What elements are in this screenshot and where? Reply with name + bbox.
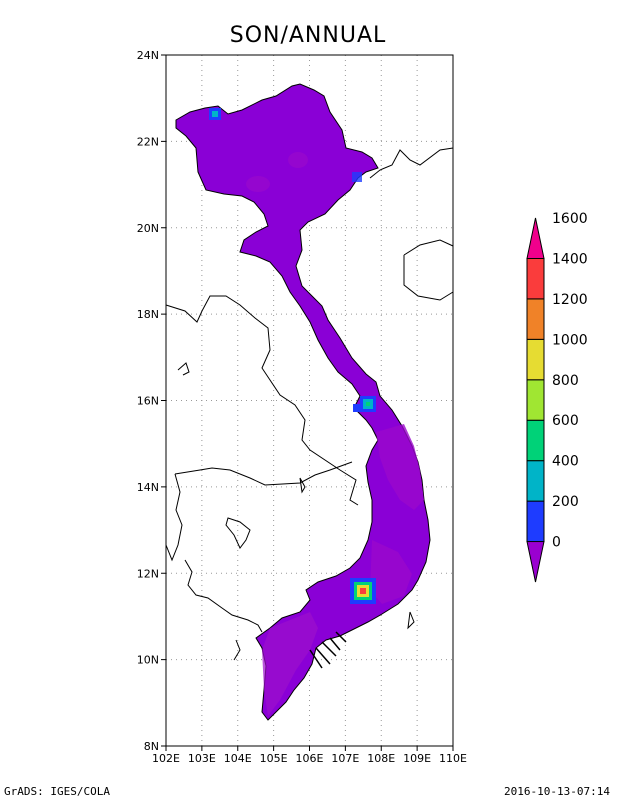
colorbar-segment xyxy=(526,217,545,259)
vietnam-land xyxy=(175,83,431,721)
northern-zone xyxy=(288,152,308,168)
colorbar-segment xyxy=(526,379,545,421)
colorbar-label: 1000 xyxy=(552,332,588,348)
lon-tick-label: 107E xyxy=(331,752,359,765)
lat-tick-label: 20N xyxy=(137,222,159,235)
lat-tick-label: 8N xyxy=(144,740,159,753)
longitude-axis: 102E 103E 104E 105E 106E 107E 108E 109E 110E xyxy=(152,746,467,765)
latitude-axis: 24N 22N 20N 18N 16N 14N 12N 10N 8N xyxy=(137,49,166,753)
hotspot-south xyxy=(350,578,376,604)
neighbor-borders xyxy=(165,147,454,661)
colorbar-label: 1200 xyxy=(552,292,588,308)
hotspot-northwest xyxy=(209,108,221,120)
lat-tick-label: 12N xyxy=(137,567,159,580)
footer-timestamp: 2016-10-13-07:14 xyxy=(504,785,610,798)
map-frame xyxy=(165,54,454,747)
colorbar-label: 0 xyxy=(552,535,561,551)
lat-tick-label: 10N xyxy=(137,654,159,667)
map-title: SON/ANNUAL xyxy=(230,23,387,48)
colorbar-segment xyxy=(526,419,545,462)
delta-channels xyxy=(309,631,347,669)
colorbar-segment xyxy=(526,460,545,502)
lon-tick-label: 110E xyxy=(439,752,467,765)
colorbar-segment xyxy=(526,541,545,583)
central-highlands-zone xyxy=(376,424,424,510)
lon-tick-label: 105E xyxy=(260,752,288,765)
lat-tick-label: 24N xyxy=(137,49,159,62)
colorbar-label: 400 xyxy=(552,454,579,470)
mekong-zone xyxy=(262,612,318,716)
colorbar-label: 200 xyxy=(552,494,579,510)
footer-credit: GrADS: IGES/COLA xyxy=(4,785,110,798)
colorbar-label: 1400 xyxy=(552,251,588,267)
colorbar-label: 1600 xyxy=(552,211,588,227)
colorbar-segment xyxy=(526,298,545,340)
hotspot-central-coast xyxy=(353,396,376,412)
southern-zone xyxy=(370,540,412,604)
lon-tick-label: 102E xyxy=(152,752,180,765)
lon-tick-label: 109E xyxy=(403,752,431,765)
lon-tick-label: 106E xyxy=(296,752,324,765)
colorbar-segment xyxy=(526,338,545,381)
colorbar-label: 600 xyxy=(552,413,579,429)
colorbar-segment xyxy=(526,257,545,300)
lat-tick-label: 16N xyxy=(137,395,159,408)
lat-tick-label: 18N xyxy=(137,308,159,321)
lon-tick-label: 104E xyxy=(224,752,252,765)
hotspot-coast-north xyxy=(352,172,362,182)
lat-tick-label: 22N xyxy=(137,135,159,148)
colorbar-segment xyxy=(526,500,545,543)
colorbar: 0 200 400 600 800 1000 1200 1400 1600 xyxy=(526,211,588,583)
vietnam-precip-field xyxy=(175,83,431,721)
lon-tick-label: 108E xyxy=(367,752,395,765)
lat-tick-label: 14N xyxy=(137,481,159,494)
lon-tick-label: 103E xyxy=(188,752,216,765)
colorbar-label: 800 xyxy=(552,373,579,389)
north-west-zone xyxy=(246,176,270,192)
